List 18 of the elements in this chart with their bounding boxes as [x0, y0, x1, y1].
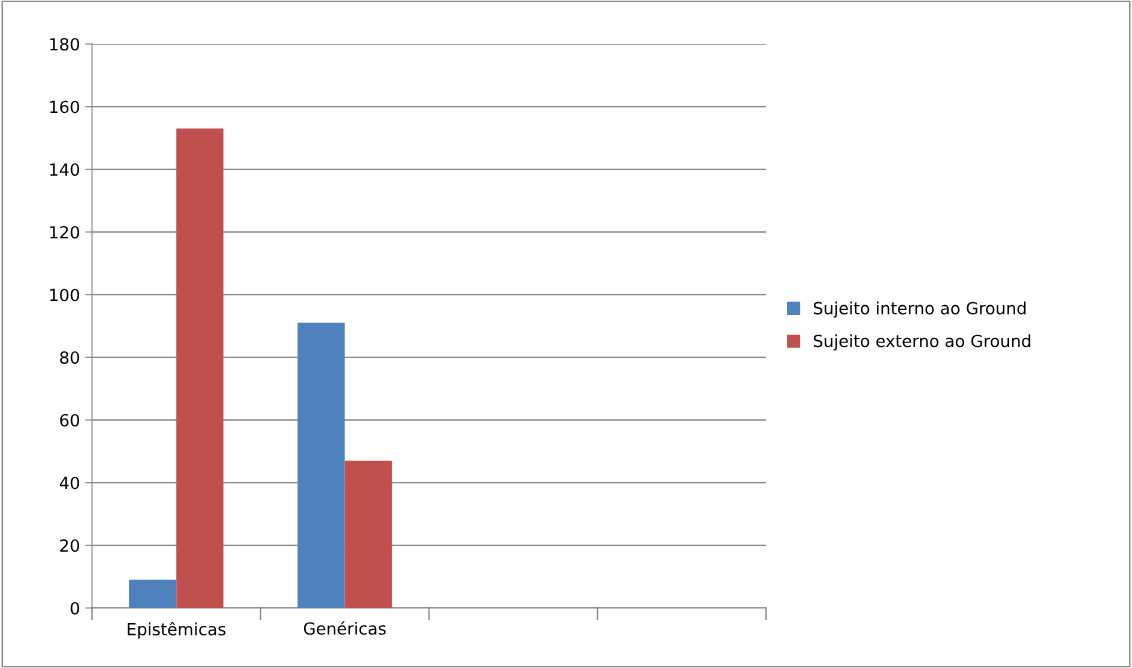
- y-tick-label: 180: [50, 37, 80, 51]
- y-tick-label: 80: [60, 351, 80, 364]
- legend-label: Sujeito interno ao Ground: [813, 301, 1026, 318]
- bar: [129, 579, 177, 608]
- bar: [176, 128, 224, 608]
- y-tick-label: 120: [50, 225, 80, 239]
- x-tick-label: Genéricas: [303, 621, 386, 635]
- x-tick-label: Epistêmicas: [127, 621, 226, 639]
- y-tick-label: 60: [60, 413, 80, 427]
- bar: [297, 322, 345, 608]
- bar: [344, 460, 392, 608]
- y-tick-label: 140: [50, 163, 80, 176]
- y-tick-label: 160: [50, 100, 80, 114]
- legend-label: Sujeito externo ao Ground: [813, 334, 1031, 351]
- y-tick-label: 20: [60, 539, 80, 552]
- y-tick-label: 40: [59, 476, 80, 490]
- y-tick-label: 100: [50, 288, 80, 302]
- y-tick-label: 0: [70, 601, 80, 615]
